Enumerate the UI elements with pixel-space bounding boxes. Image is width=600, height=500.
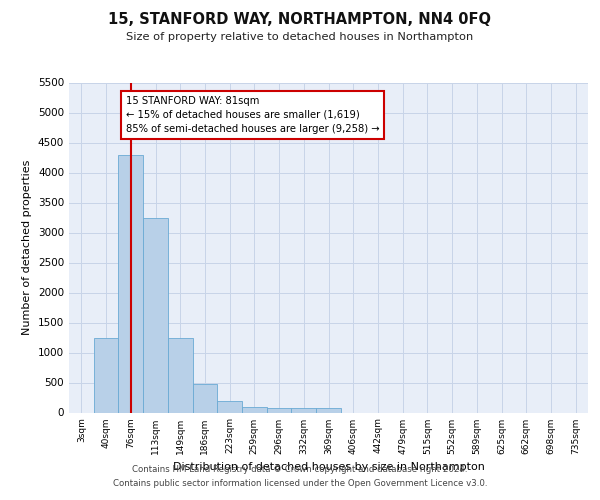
Bar (94, 338, 118, 412)
Text: Contains HM Land Registry data © Crown copyright and database right 2024.: Contains HM Land Registry data © Crown c… (132, 466, 468, 474)
Text: Size of property relative to detached houses in Northampton: Size of property relative to detached ho… (127, 32, 473, 42)
Bar (193, 384, 217, 412)
Bar (242, 406, 267, 412)
Bar (217, 400, 242, 412)
X-axis label: Distribution of detached houses by size in Northampton: Distribution of detached houses by size … (173, 462, 484, 472)
Bar (267, 408, 292, 412)
Bar (143, 218, 168, 412)
Y-axis label: Number of detached properties: Number of detached properties (22, 160, 32, 335)
Bar (292, 408, 316, 412)
Text: 15, STANFORD WAY, NORTHAMPTON, NN4 0FQ: 15, STANFORD WAY, NORTHAMPTON, NN4 0FQ (109, 12, 491, 28)
Text: Contains public sector information licensed under the Open Government Licence v3: Contains public sector information licen… (113, 479, 487, 488)
Bar (168, 338, 193, 412)
Bar (118, 154, 143, 412)
Text: 15 STANFORD WAY: 81sqm
← 15% of detached houses are smaller (1,619)
85% of semi-: 15 STANFORD WAY: 81sqm ← 15% of detached… (126, 96, 379, 134)
Bar (316, 408, 341, 412)
